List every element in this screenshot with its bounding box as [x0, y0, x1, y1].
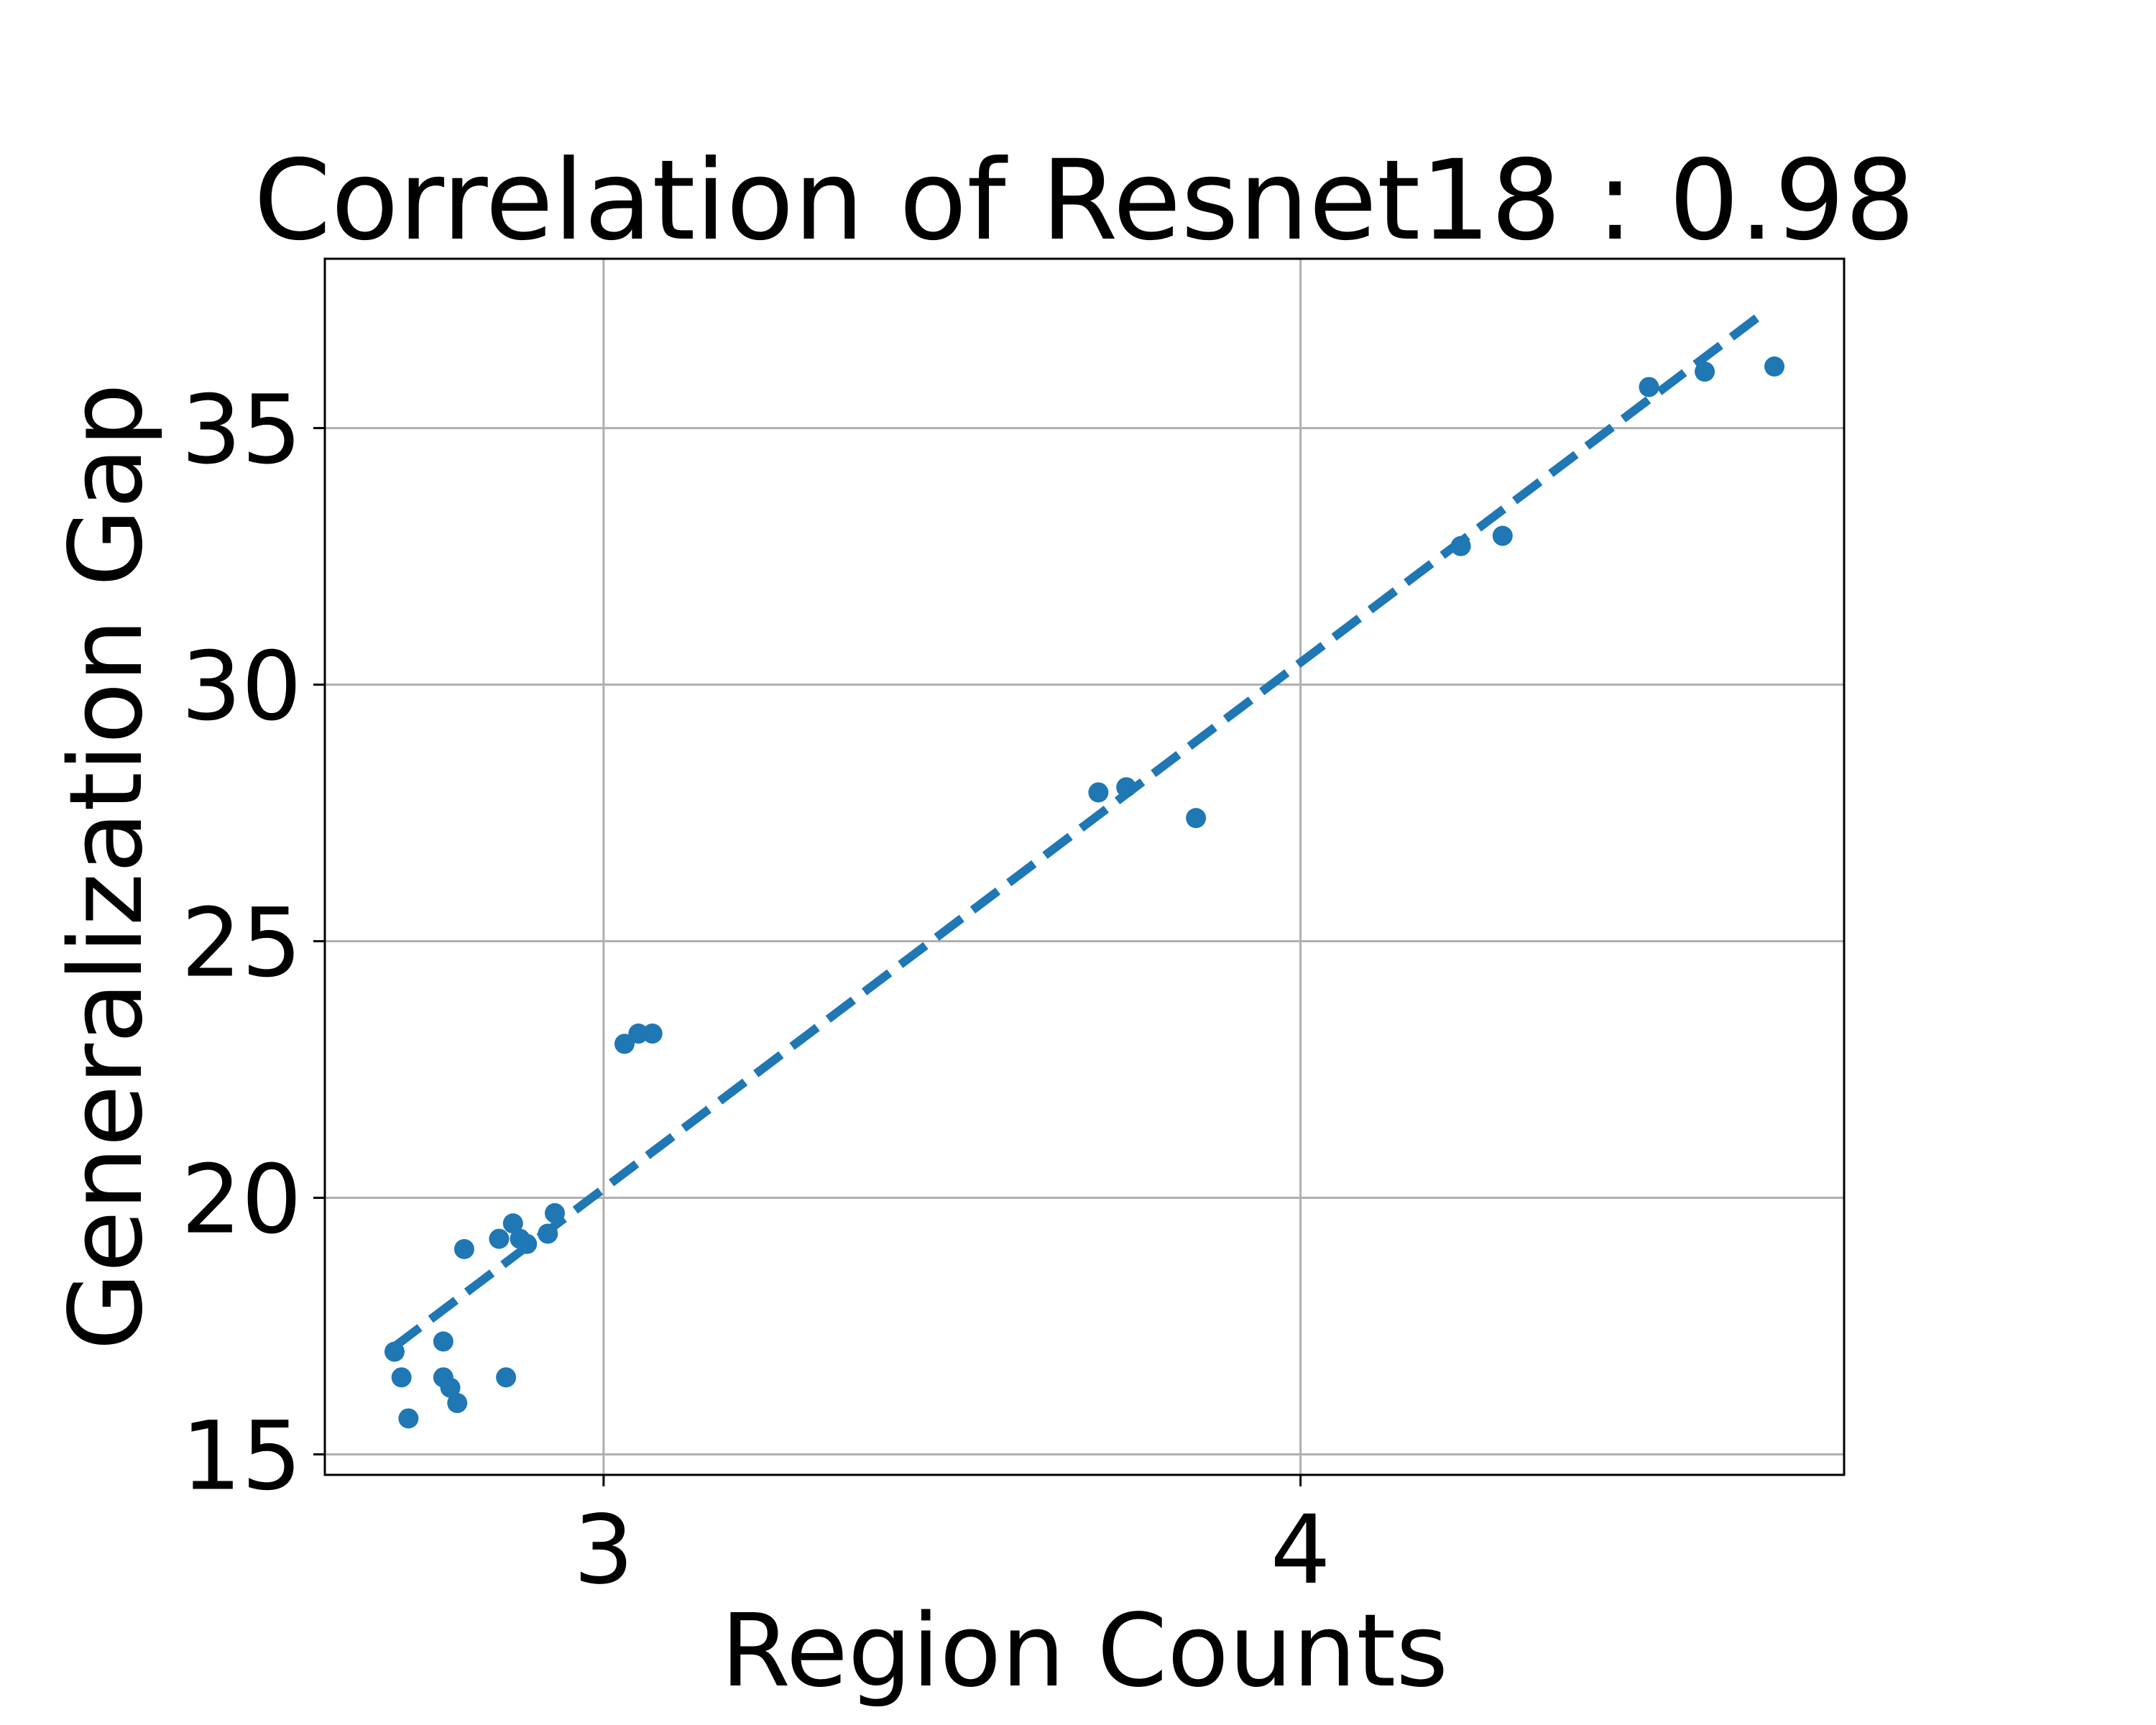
- data-point: [384, 1341, 405, 1362]
- grid-layer: [325, 259, 1844, 1475]
- data-point: [1186, 808, 1207, 829]
- y-tick-label: 35: [181, 375, 302, 486]
- data-point: [453, 1238, 474, 1259]
- data-point: [1088, 782, 1109, 803]
- data-point: [502, 1213, 523, 1234]
- y-axis-label: Generalization Gap: [48, 383, 165, 1351]
- y-tick-label: 20: [181, 1144, 302, 1255]
- data-point: [398, 1408, 419, 1429]
- x-tick-label: 4: [1271, 1495, 1331, 1606]
- data-point: [545, 1202, 566, 1223]
- data-point: [517, 1233, 538, 1254]
- data-point: [1116, 777, 1137, 798]
- x-tick-label: 3: [573, 1495, 634, 1606]
- y-tick-label: 25: [181, 888, 302, 999]
- y-tick-label: 15: [181, 1401, 302, 1512]
- data-point: [642, 1024, 663, 1044]
- data-point: [391, 1367, 412, 1388]
- tick-layer: 3 4 15 20 25 30 35: [181, 375, 1331, 1606]
- data-point: [1492, 525, 1513, 546]
- points-layer: [384, 356, 1785, 1429]
- y-tick-label: 30: [181, 632, 302, 742]
- data-point: [628, 1024, 649, 1044]
- data-point: [1764, 356, 1785, 377]
- data-point: [447, 1393, 468, 1414]
- data-point: [440, 1377, 461, 1398]
- x-axis-label: Region Counts: [721, 1593, 1448, 1710]
- data-point: [433, 1331, 453, 1352]
- data-point: [614, 1034, 635, 1054]
- trend-line: [392, 311, 1764, 1351]
- data-point: [489, 1228, 510, 1249]
- data-point: [538, 1223, 558, 1244]
- data-point: [1639, 377, 1659, 397]
- trend-layer: [392, 311, 1764, 1351]
- data-point: [1450, 535, 1471, 556]
- chart-title: Correlation of Resnet18 : 0.98: [254, 137, 1915, 265]
- plot-frame: [323, 257, 1846, 1476]
- data-point: [1695, 362, 1715, 382]
- data-point: [496, 1367, 517, 1388]
